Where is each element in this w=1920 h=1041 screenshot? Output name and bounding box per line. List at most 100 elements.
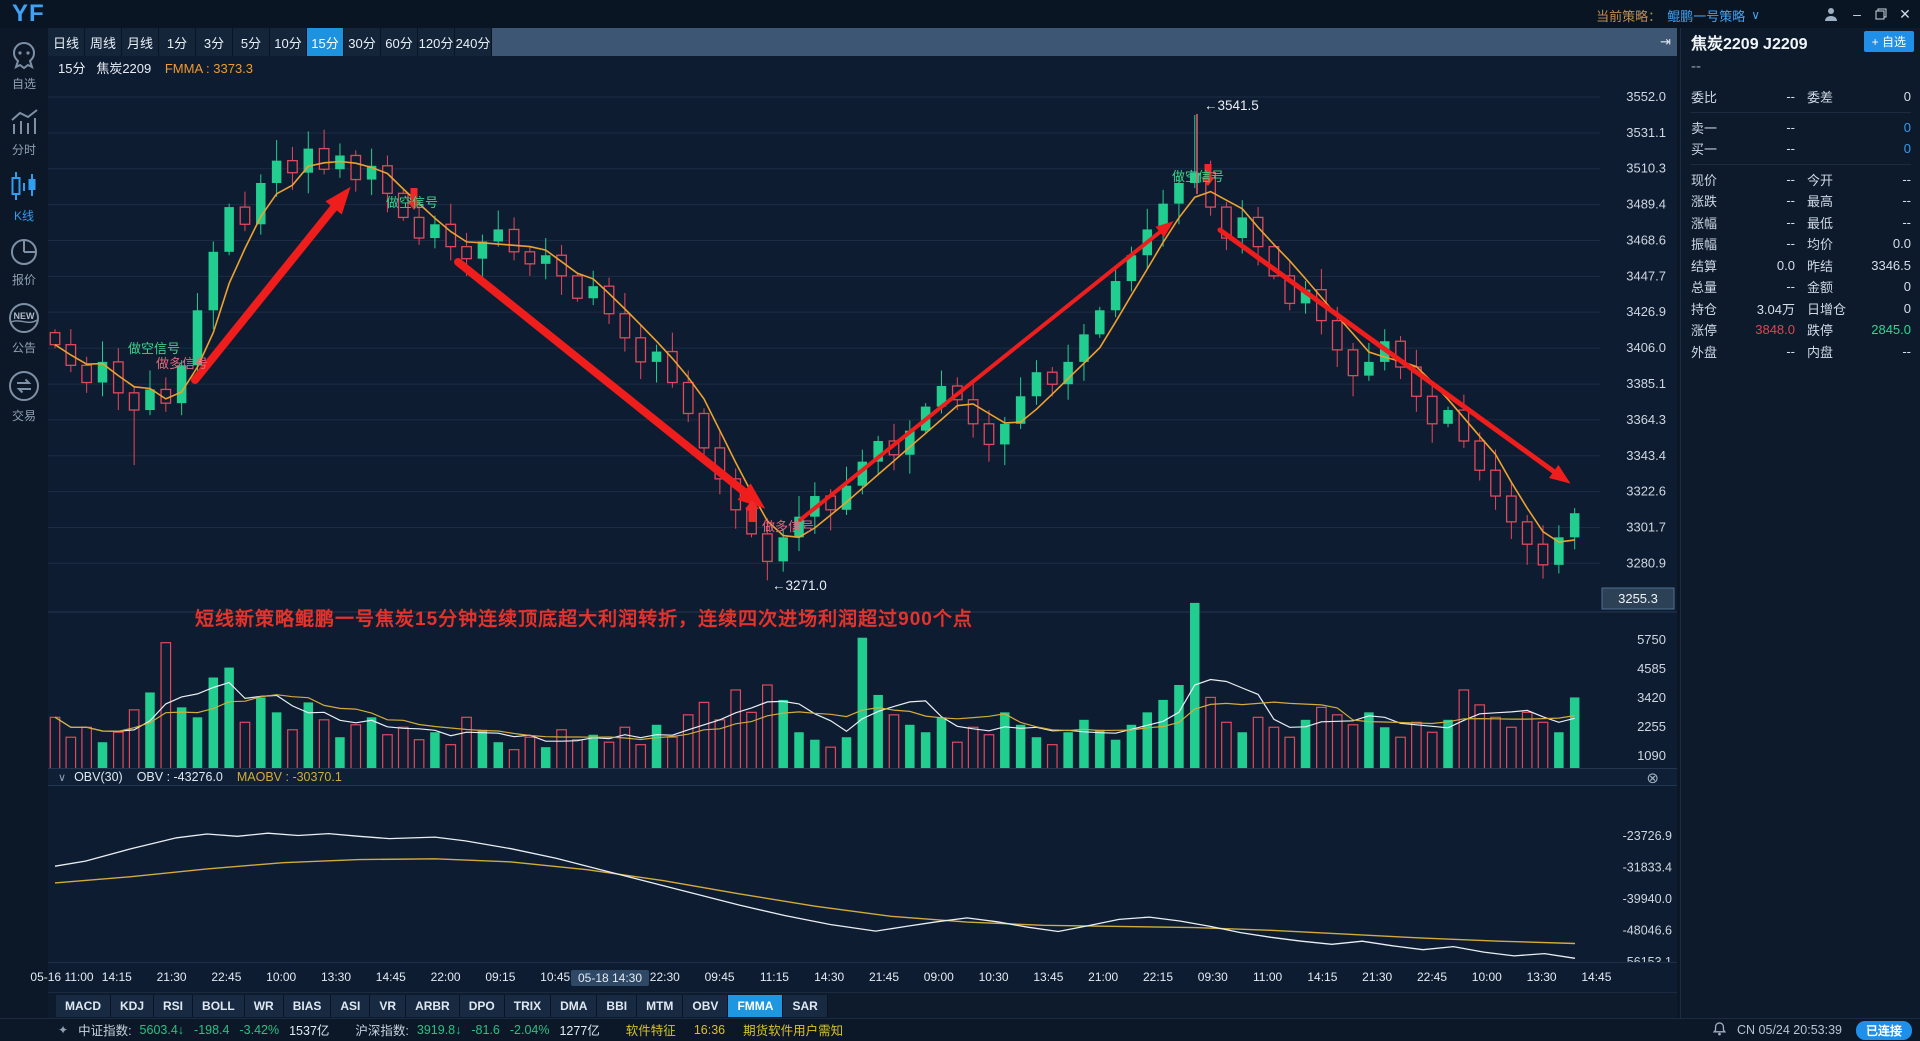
chevron-down-icon[interactable]: ∨: [58, 771, 67, 784]
indicator-tab-FMMA[interactable]: FMMA: [728, 994, 784, 1017]
candle: [1426, 395, 1438, 425]
timeframe-tab-240分[interactable]: 240分: [455, 28, 492, 56]
candle: [382, 165, 393, 194]
volume-axis-label: 3420: [1637, 690, 1666, 705]
candle: [1031, 372, 1042, 397]
indicator-tab-SAR[interactable]: SAR: [783, 994, 828, 1017]
candle: [905, 430, 915, 455]
timeframe-tab-10分[interactable]: 10分: [270, 28, 307, 56]
user-icon[interactable]: [1820, 4, 1842, 24]
sidebar-item-intraday[interactable]: 分时: [0, 106, 48, 158]
quote-row: 委比 -- 委差 0: [1681, 86, 1920, 108]
candle: [176, 365, 187, 404]
connection-status-badge[interactable]: 已连接: [1855, 1020, 1912, 1040]
indicator-tab-RSI[interactable]: RSI: [154, 994, 194, 1017]
timeframe-tab-日线[interactable]: 日线: [48, 28, 85, 56]
close-button[interactable]: ✕: [1899, 5, 1911, 22]
indicator-tab-BOLL[interactable]: BOLL: [193, 994, 245, 1017]
timeframe-tab-60分[interactable]: 60分: [381, 28, 418, 56]
notice1[interactable]: 软件特征: [625, 1024, 676, 1038]
timeframe-tab-15分[interactable]: 15分: [307, 28, 344, 56]
quote-row: 涨跌 -- 最高 --: [1681, 190, 1920, 212]
quote-value: --: [1786, 89, 1795, 105]
fmma-line: [54, 160, 1575, 543]
x-axis-label: 21:00: [1088, 970, 1119, 984]
indicator-tab-WR[interactable]: WR: [244, 994, 284, 1017]
close-indicator-icon[interactable]: ⊗: [1646, 770, 1659, 787]
quote-row: 现价 -- 今开 --: [1681, 169, 1920, 191]
volume-bar: [1000, 712, 1010, 782]
trend-arrow: [798, 226, 1167, 522]
timeframe-tab-1分[interactable]: 1分: [159, 28, 196, 56]
indicator-tab-MACD[interactable]: MACD: [56, 994, 111, 1017]
chart-region: 15分 焦炭2209 FMMA : 3373.3 3552.0 3531.1 351…: [48, 56, 1677, 1018]
obv-axis-label: -39940.0: [1623, 892, 1672, 906]
candle: [1569, 513, 1580, 538]
indicator-tab-OBV[interactable]: OBV: [683, 994, 729, 1017]
indicator-tab-BBI[interactable]: BBI: [597, 994, 638, 1017]
x-axis-label: 05-18 14:30: [570, 970, 650, 986]
collapse-panel-icon[interactable]: ⇥: [1660, 34, 1671, 49]
svg-text:NEW: NEW: [14, 311, 36, 321]
sidebar-item-announce[interactable]: NEW 公告: [0, 300, 48, 356]
candle: [1521, 521, 1533, 545]
timeframe-tab-3分[interactable]: 3分: [196, 28, 233, 56]
restore-button[interactable]: [1870, 4, 1892, 24]
sidebar-item-trade[interactable]: 交易: [0, 368, 48, 424]
index2-change: -81.6: [471, 1022, 500, 1037]
sidebar-item-kline[interactable]: K线: [0, 170, 48, 224]
indicator-tab-ARBR[interactable]: ARBR: [406, 994, 460, 1017]
volume-bar: [303, 702, 314, 782]
chevron-down-icon: ∨: [1751, 8, 1760, 22]
minimize-button[interactable]: –: [1853, 6, 1861, 22]
candle: [430, 224, 440, 239]
x-axis-label: 22:45: [1416, 970, 1448, 984]
indicator-tab-TRIX[interactable]: TRIX: [504, 994, 552, 1017]
price-axis-label: 3531.1: [1626, 125, 1666, 140]
obv-axis-label: -31833.4: [1623, 861, 1672, 875]
volume-ma10-line: [54, 694, 1575, 741]
volume-ma5-line: [54, 678, 1575, 742]
indicator-tab-MTM[interactable]: MTM: [637, 994, 684, 1017]
candle: [1458, 409, 1470, 442]
timeframe-tab-120分[interactable]: 120分: [418, 28, 455, 56]
indicator-tab-ASI[interactable]: ASI: [331, 994, 371, 1017]
sidebar-item-favorites[interactable]: 自选: [0, 40, 48, 92]
quote-value: --: [1902, 214, 1911, 230]
kline-chart[interactable]: 3552.0 3531.1 3510.3 3489.4 3468.6 3447.7 3426…: [48, 76, 1677, 966]
quote-row: 涨停 3848.0 跌停 2845.0: [1681, 319, 1920, 341]
timeframe-tab-30分[interactable]: 30分: [344, 28, 381, 56]
volume-bar: [1554, 732, 1564, 782]
price-axis-label: 3301.7: [1626, 520, 1666, 535]
quote-value: --: [1786, 171, 1795, 187]
candle: [1158, 203, 1168, 230]
chart-header: 15分 焦炭2209 FMMA : 3373.3: [58, 58, 253, 77]
timeframe-tab-月线[interactable]: 月线: [122, 28, 159, 56]
bell-icon[interactable]: [1712, 1021, 1727, 1040]
indicator-tab-DMA[interactable]: DMA: [551, 994, 598, 1017]
x-axis-label: 09:30: [1197, 970, 1228, 984]
sidebar-item-quotes[interactable]: 报价: [0, 236, 48, 288]
quote-value: --: [1902, 171, 1911, 187]
indicator-tab-DPO[interactable]: DPO: [459, 994, 505, 1017]
volume-bar: [810, 739, 820, 782]
indicator-tab-BIAS[interactable]: BIAS: [283, 994, 332, 1017]
last-price-box: [1601, 587, 1675, 610]
quote-label: 卖一: [1691, 120, 1718, 136]
indicator-tab-KDJ[interactable]: KDJ: [111, 994, 155, 1017]
volume-bar: [1079, 719, 1089, 782]
indicator-tab-VR[interactable]: VR: [370, 994, 407, 1017]
strategy-selector[interactable]: 当前策略： 鲲鹏一号策略 ∨: [1596, 4, 1760, 26]
quote-value: 0: [1903, 141, 1911, 157]
notice2[interactable]: 期货软件用户需知: [743, 1024, 844, 1038]
pin-icon[interactable]: ✦: [58, 1022, 69, 1037]
timeframe-tab-周线[interactable]: 周线: [85, 28, 122, 56]
quote-value: --: [1786, 214, 1795, 230]
timeframe-tab-5分[interactable]: 5分: [233, 28, 270, 56]
candle: [967, 399, 979, 425]
add-favorite-button[interactable]: + 自选: [1863, 31, 1914, 52]
volume-bar: [430, 732, 440, 782]
candle: [1268, 245, 1280, 277]
short-signal-label: 做空信号: [386, 195, 438, 210]
candle: [493, 229, 503, 242]
